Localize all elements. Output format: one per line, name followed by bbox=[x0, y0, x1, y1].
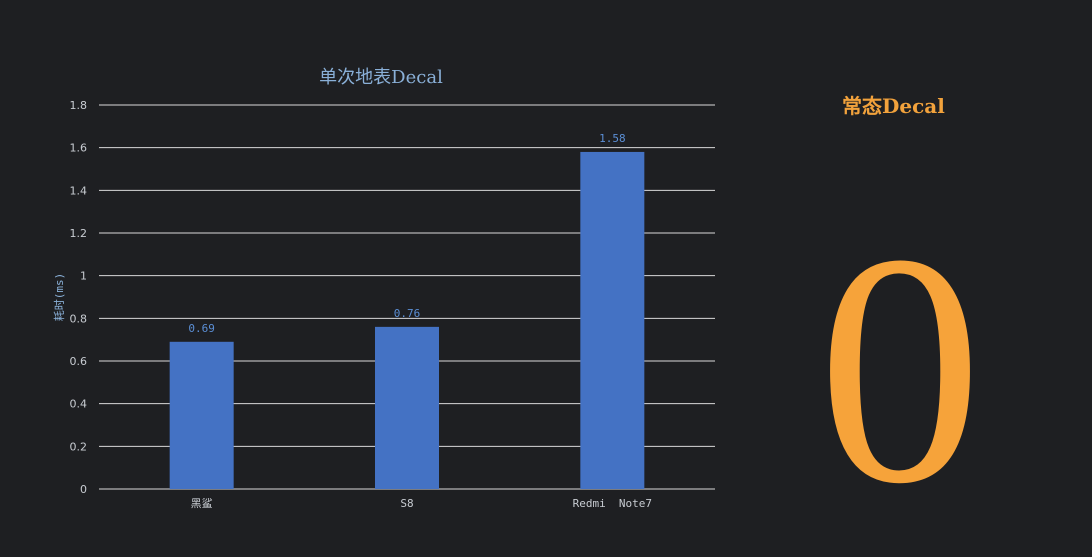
y-tick-label: 1.2 bbox=[70, 227, 88, 240]
category-labels: 黑鲨 S8 Redmi Note7 bbox=[191, 497, 652, 510]
data-label: 0.76 bbox=[394, 307, 421, 320]
data-label: 1.58 bbox=[599, 132, 626, 145]
data-labels: 0.69 0.76 1.58 bbox=[188, 132, 625, 335]
y-tick-label: 0.8 bbox=[70, 312, 88, 325]
bar bbox=[580, 151, 645, 489]
category-label: Redmi Note7 bbox=[573, 497, 652, 510]
bars bbox=[169, 151, 645, 489]
y-tick-label: 1.8 bbox=[70, 99, 88, 112]
y-tick-label: 0.2 bbox=[70, 440, 88, 453]
y-tick-label: 0 bbox=[80, 483, 87, 496]
y-tick-label: 1 bbox=[80, 270, 87, 283]
bar-chart: 单次地表Decal 耗时(ms) 0 0.2 0.4 0.6 0.8 1 1.2 1.4 1.6… bbox=[53, 67, 715, 510]
y-tick-label: 0.4 bbox=[70, 398, 88, 411]
y-tick-label: 0.6 bbox=[70, 355, 88, 368]
y-tick-label: 1.4 bbox=[70, 184, 88, 197]
y-tick-labels: 0 0.2 0.4 0.6 0.8 1 1.2 1.4 1.6 1.8 bbox=[70, 99, 88, 496]
y-tick-label: 1.6 bbox=[70, 142, 88, 155]
bar bbox=[169, 341, 234, 489]
category-label: S8 bbox=[400, 497, 413, 510]
bar bbox=[375, 326, 439, 489]
side-panel-title: 常态Decal bbox=[842, 94, 945, 118]
side-panel-value: 0 bbox=[817, 187, 983, 552]
chart-title: 单次地表Decal bbox=[319, 67, 443, 88]
data-label: 0.69 bbox=[188, 322, 215, 335]
category-label: 黑鲨 bbox=[191, 497, 213, 510]
y-axis-label: 耗时(ms) bbox=[53, 273, 66, 322]
